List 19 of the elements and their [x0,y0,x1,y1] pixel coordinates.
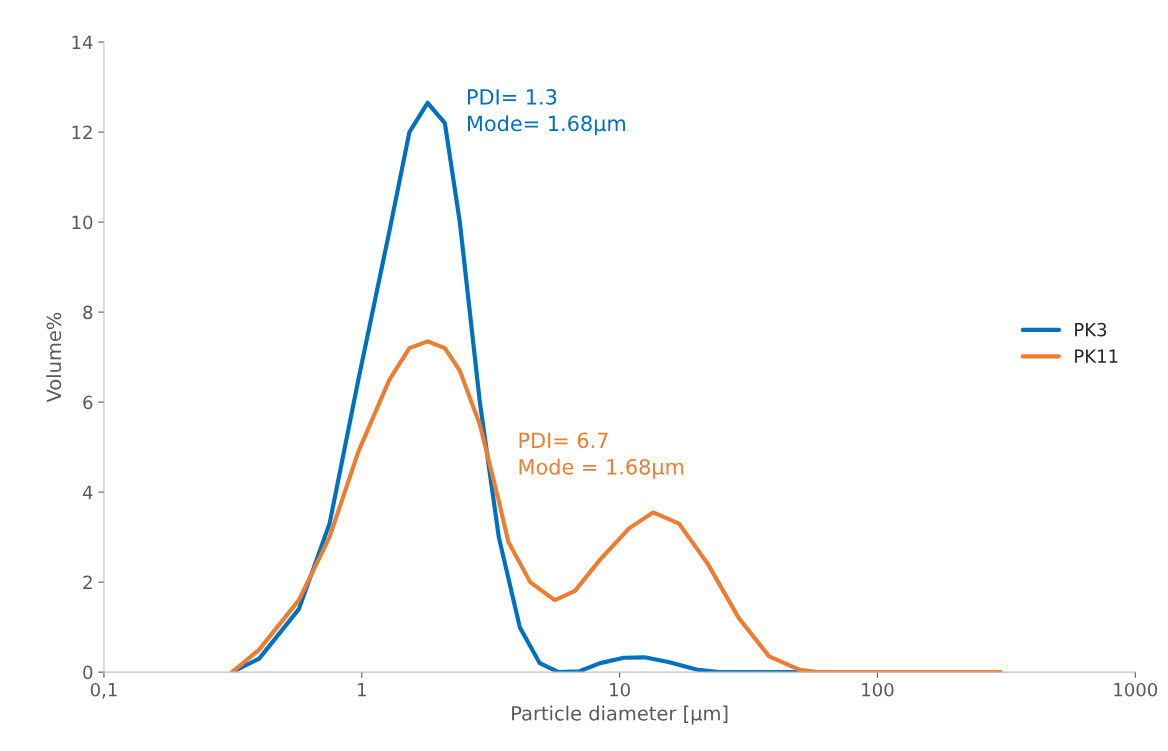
x-axis-title: Particle diameter [µm] [512,705,728,725]
y-tick-label: 8 [83,305,93,320]
legend-label: PK11 [1075,349,1118,363]
y-tick-label: 14 [72,35,93,49]
x-tick-label: 0,1 [90,682,117,699]
y-tick-label: 2 [83,575,92,589]
y-tick-label: 4 [82,485,93,499]
y-tick-label: 10 [72,215,93,230]
legend-label: PK3 [1075,322,1107,337]
annotation: PDI= 6.7 Mode = 1.68µm [519,432,684,479]
x-tick-label: 1 [358,683,366,697]
x-tick-label: 100 [862,682,894,697]
x-tick-label: 10 [610,682,630,697]
annotation: PDI= 1.3 Mode= 1.68µm [468,89,625,136]
x-tick-label: 1000 [1114,682,1158,697]
y-tick-label: 0 [83,665,93,680]
y-axis-title: Volume% [46,312,62,403]
y-tick-label: 12 [72,125,92,139]
y-tick-label: 6 [83,395,93,410]
